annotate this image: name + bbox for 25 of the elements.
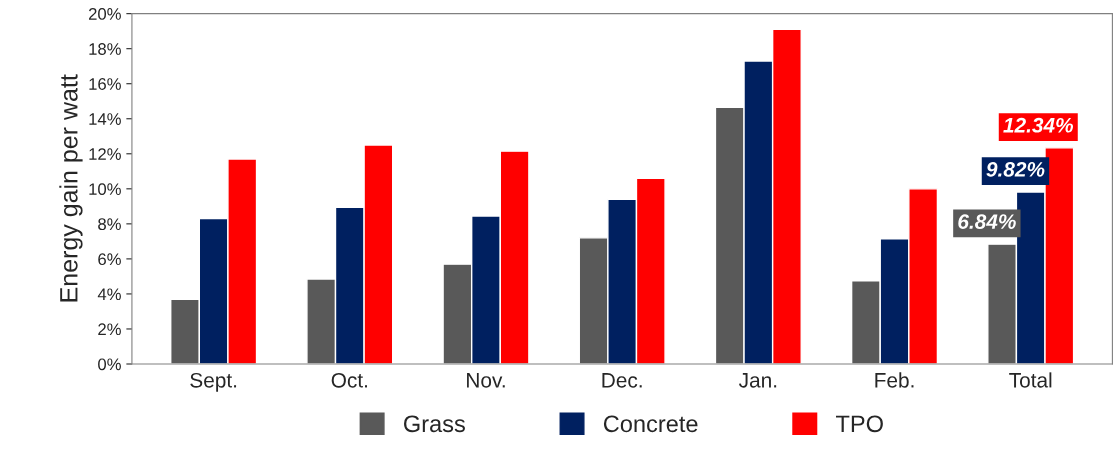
x-tick-label: Sept. xyxy=(190,372,237,392)
x-tick-label: Total xyxy=(1009,372,1052,388)
x-tick-label: Jan. xyxy=(738,373,777,388)
y-tick-label: 0% xyxy=(98,358,121,371)
y-tick-label: 2% xyxy=(98,323,121,336)
data-label: 12.34% xyxy=(1003,117,1074,133)
y-tick-label: 20% xyxy=(88,8,121,20)
legend-label: Grass xyxy=(404,415,465,433)
data-label: 6.84% xyxy=(958,214,1016,229)
x-tick-label: Oct. xyxy=(331,372,368,388)
x-tick-label: Nov. xyxy=(467,373,505,388)
y-tick-label: 14% xyxy=(89,113,121,125)
data-label: 9.82% xyxy=(986,162,1045,177)
legend-label: TPO xyxy=(836,415,883,433)
y-tick-label: 12% xyxy=(89,148,121,160)
x-tick-label: Feb. xyxy=(875,372,914,388)
y-axis-title: Energy gain per watt xyxy=(59,74,83,302)
y-tick-label: 18% xyxy=(89,43,121,55)
y-tick-label: 4% xyxy=(97,288,121,301)
y-tick-label: 16% xyxy=(89,78,121,90)
y-tick-label: 8% xyxy=(98,218,121,231)
y-tick-label: 6% xyxy=(98,253,121,266)
legend-label: Concrete xyxy=(603,415,698,433)
x-tick-label: Dec. xyxy=(602,373,642,388)
y-tick-label: 10% xyxy=(89,183,121,196)
